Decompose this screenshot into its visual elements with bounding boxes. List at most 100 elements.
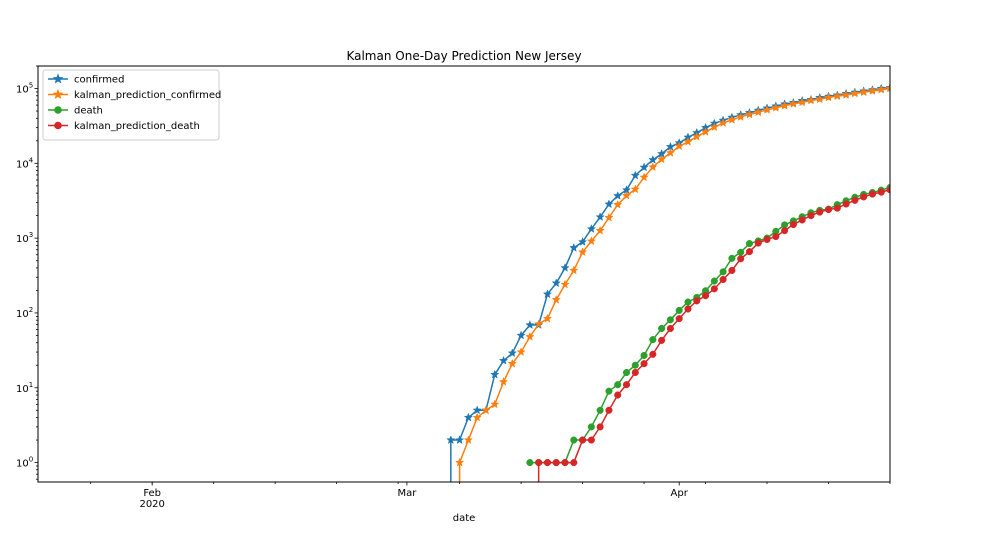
legend-item: kalman_prediction_confirmed [48, 88, 221, 101]
data-point [649, 336, 657, 344]
data-point [605, 387, 613, 395]
data-point [561, 459, 569, 467]
data-point [815, 94, 825, 104]
data-point [587, 423, 595, 431]
data-point [781, 227, 789, 235]
data-point [719, 275, 727, 284]
data-point [631, 361, 639, 369]
data-point [867, 86, 878, 95]
data-point [700, 127, 711, 136]
y-tick-base: 10 [16, 159, 29, 170]
data-point [772, 233, 780, 241]
data-point [498, 376, 509, 386]
x-axis-label: date [453, 513, 476, 524]
data-point [472, 412, 482, 422]
data-point [807, 212, 815, 220]
data-point [728, 254, 736, 262]
data-point [579, 436, 587, 444]
data-point [552, 459, 560, 467]
y-tick-exponent: 5 [29, 82, 33, 90]
data-point [737, 255, 745, 263]
legend-label: kalman_prediction_death [74, 121, 200, 132]
data-point [507, 348, 517, 358]
series-kalman-prediction-death [535, 186, 890, 482]
data-point [753, 107, 763, 117]
data-point [816, 208, 824, 216]
y-tick-label: 103 [16, 231, 33, 245]
data-point [649, 350, 657, 358]
data-point [737, 248, 745, 256]
data-point [614, 391, 622, 399]
x-tick-label: Mar [397, 488, 417, 499]
data-point [710, 277, 718, 285]
data-point [560, 263, 570, 272]
data-point [771, 102, 781, 112]
data-point [666, 324, 674, 333]
data-point [658, 336, 666, 344]
legend-marker [52, 73, 64, 84]
data-point [656, 154, 667, 164]
y-tick-exponent: 4 [29, 156, 34, 164]
data-point [595, 212, 605, 222]
y-tick-exponent: 1 [29, 381, 33, 389]
legend-marker [54, 106, 62, 114]
y-tick-base: 10 [16, 459, 29, 470]
y-tick-exponent: 3 [29, 231, 33, 239]
data-point [675, 315, 683, 323]
legend-item: death [48, 106, 103, 117]
data-point [613, 199, 623, 209]
data-point [658, 324, 666, 333]
data-point [586, 236, 597, 246]
data-point [665, 147, 676, 157]
y-tick-label: 101 [16, 381, 33, 395]
data-point [832, 91, 842, 101]
data-point [719, 268, 727, 276]
data-point [886, 186, 890, 194]
data-point [823, 92, 834, 102]
y-tick-label: 104 [16, 156, 34, 170]
data-point [728, 266, 736, 274]
data-point [543, 459, 551, 467]
data-point [490, 399, 500, 409]
data-point [709, 122, 719, 132]
data-point [526, 459, 534, 467]
x-tick-label: Feb [143, 488, 161, 499]
legend-marker [52, 88, 64, 100]
data-point [744, 109, 755, 119]
data-point [525, 331, 535, 341]
series-layer [446, 82, 890, 482]
legend-box [42, 69, 220, 141]
legend-label: confirmed [74, 75, 124, 86]
data-point [640, 351, 648, 360]
data-point [727, 114, 737, 124]
legend-item: confirmed [48, 73, 124, 86]
x-tick-label: Apr [671, 488, 689, 499]
y-tick-label: 105 [16, 82, 33, 96]
chart-title: Kalman One-Day Prediction New Jersey [346, 49, 581, 63]
data-point [577, 247, 588, 257]
data-point [560, 279, 570, 289]
data-point [596, 406, 604, 414]
data-point [463, 435, 474, 445]
data-point [666, 316, 674, 324]
data-point [614, 381, 622, 389]
data-point [639, 162, 649, 172]
legend: confirmed kalman_prediction_confirmeddeat… [42, 69, 221, 141]
data-point [684, 305, 692, 313]
data-point [586, 224, 597, 233]
data-point [463, 412, 474, 422]
data-point [454, 435, 465, 445]
data-point [631, 368, 639, 377]
legend-item: kalman_prediction_death [48, 121, 200, 132]
y-tick-base: 10 [16, 309, 29, 320]
data-point [472, 405, 482, 415]
data-point [762, 105, 772, 114]
data-point [542, 289, 553, 299]
data-point [851, 196, 859, 204]
data-point [788, 98, 799, 108]
x-tick-sublabel: 2020 [139, 499, 164, 510]
y-tick-exponent: 2 [29, 306, 33, 314]
data-point [570, 436, 578, 444]
data-point [570, 459, 578, 467]
